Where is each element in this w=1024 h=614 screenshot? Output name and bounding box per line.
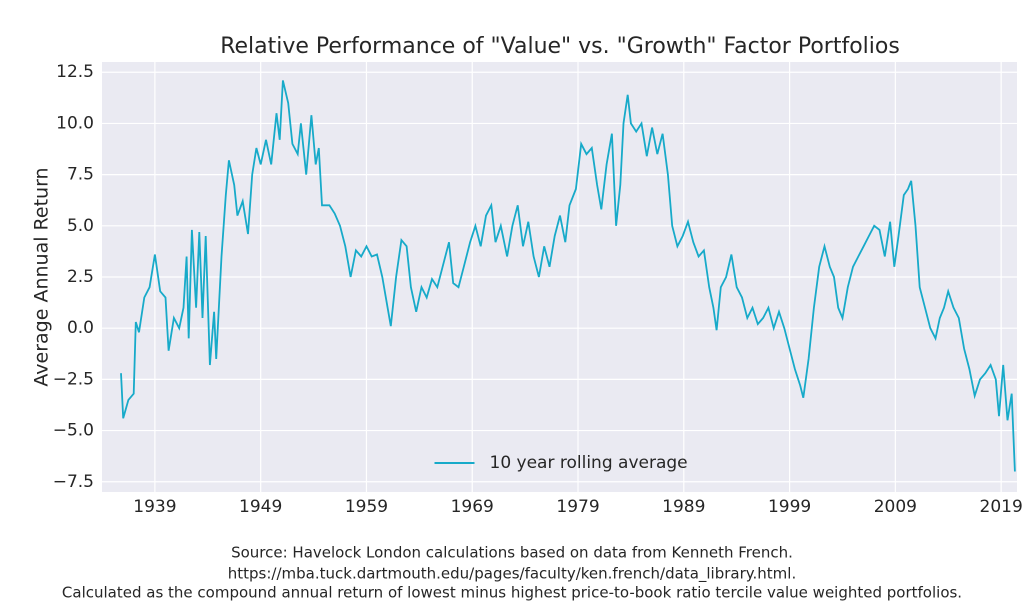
source-note: https://mba.tuck.dartmouth.edu/pages/fac… bbox=[228, 565, 796, 584]
x-tick-label: 1939 bbox=[133, 497, 176, 517]
y-tick-label: 7.5 bbox=[67, 165, 94, 185]
x-tick-label: 1959 bbox=[345, 497, 388, 517]
y-axis-label: Average Annual Return bbox=[31, 167, 53, 386]
y-tick-label: −5.0 bbox=[53, 421, 94, 441]
y-tick-label: 5.0 bbox=[67, 216, 94, 236]
data-line bbox=[120, 80, 1016, 472]
source-note: Calculated as the compound annual return… bbox=[62, 584, 962, 602]
legend-label: 10 year rolling average bbox=[490, 453, 688, 473]
x-tick-label: 1949 bbox=[239, 497, 282, 517]
y-tick-label: 12.5 bbox=[56, 62, 94, 82]
x-tick-label: 2009 bbox=[874, 497, 917, 517]
x-tick-label: 1969 bbox=[451, 497, 494, 517]
x-tick-label: 1999 bbox=[768, 497, 811, 517]
y-tick-label: 0.0 bbox=[67, 318, 94, 338]
y-tick-label: 2.5 bbox=[67, 267, 94, 287]
x-tick-label: 1989 bbox=[662, 497, 705, 517]
source-note: Source: Havelock London calculations bas… bbox=[231, 544, 793, 562]
x-tick-label: 1979 bbox=[556, 497, 599, 517]
y-tick-label: −7.5 bbox=[53, 472, 94, 492]
y-tick-label: −2.5 bbox=[53, 369, 94, 389]
y-tick-label: 10.0 bbox=[56, 113, 94, 133]
chart-title: Relative Performance of "Value" vs. "Gro… bbox=[220, 34, 900, 59]
x-tick-label: 2019 bbox=[980, 497, 1023, 517]
